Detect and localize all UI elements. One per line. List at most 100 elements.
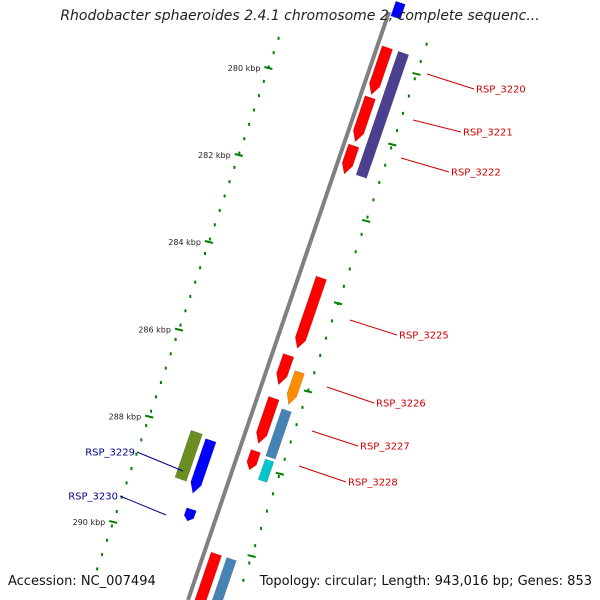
gene-features: [174, 0, 410, 600]
label-leader-line: [426, 73, 475, 90]
gc-dot: [238, 151, 241, 155]
gc-dot: [145, 424, 148, 428]
gc-dot: [283, 457, 286, 461]
label-leader-line: [311, 430, 359, 447]
gc-dot: [272, 51, 275, 55]
gc-dot: [120, 495, 123, 499]
label-leader-line: [326, 386, 375, 404]
gc-dot: [140, 438, 143, 442]
forward-gene: [294, 275, 327, 349]
gc-dot: [130, 467, 133, 471]
gc-dot: [384, 163, 387, 167]
map-title: Rhodobacter sphaeroides 2.4.1 chromosome…: [60, 8, 540, 24]
ruler-tick: [234, 153, 243, 157]
gc-dot: [96, 567, 99, 571]
track-tick: [333, 301, 343, 306]
gc-dot: [390, 146, 393, 150]
gc-dot: [125, 481, 128, 485]
gc-dot: [360, 232, 363, 236]
label-leader-line: [349, 319, 398, 336]
gc-dot: [228, 180, 231, 184]
forward-orange-feature: [286, 370, 305, 406]
gene-label: RSP_3220: [476, 85, 526, 96]
gene-labels: RSP_3220 RSP_3221 RSP_3222 RSP_3225 RSP_3226…: [68, 73, 526, 516]
label-leader-line: [136, 451, 184, 472]
gc-dot: [396, 129, 399, 133]
gc-dot: [135, 452, 138, 456]
gc-dot: [194, 280, 197, 284]
track-tick: [412, 71, 421, 76]
gc-dot: [331, 319, 334, 323]
gc-dot: [110, 524, 113, 528]
ruler-tick-label: 288 kbp: [109, 413, 142, 422]
label-leader-line: [298, 465, 347, 483]
gc-dot: [354, 250, 357, 254]
ruler-tick: [144, 414, 154, 419]
gc-dot: [289, 440, 292, 444]
backbone-layer: [186, 11, 391, 600]
ruler-tick: [108, 519, 118, 524]
gc-dot: [378, 181, 381, 185]
gc-dot: [218, 208, 221, 212]
reverse-gene: [190, 438, 217, 494]
gc-dot: [307, 388, 310, 392]
gc-dot: [253, 108, 256, 112]
gc-dot: [199, 266, 202, 270]
forward-gene: [276, 353, 295, 386]
gc-dot: [184, 309, 187, 313]
gene-label: RSP_3227: [360, 442, 410, 453]
gc-dot: [174, 337, 177, 341]
reverse-gene: [183, 507, 197, 522]
ruler-tick: [174, 327, 184, 332]
ruler-tick: [264, 66, 273, 70]
gc-dot: [407, 94, 410, 98]
label-leader-line: [412, 119, 462, 133]
gc-dot: [277, 475, 280, 479]
gc-dot: [159, 381, 162, 385]
ruler-tick-label: 286 kbp: [138, 326, 171, 335]
gc-dot: [248, 122, 251, 126]
track-tick: [388, 142, 397, 147]
gc-dot: [267, 65, 270, 69]
gc-dot: [319, 353, 322, 357]
gc-dot: [169, 352, 172, 356]
forward-gene: [369, 45, 393, 96]
gc-dot: [150, 409, 153, 413]
gc-dot: [301, 405, 304, 409]
gene-label: RSP_3229: [85, 448, 135, 459]
gc-dot: [213, 223, 216, 227]
gc-dot: [115, 510, 118, 514]
gc-dot: [295, 423, 298, 427]
forward-gene: [194, 551, 222, 600]
gc-dot: [223, 194, 226, 198]
gc-dot: [105, 538, 108, 542]
gc-dot: [313, 371, 316, 375]
backbone-line: [186, 11, 391, 600]
ruler-tick-label: 284 kbp: [168, 238, 201, 247]
gene-label: RSP_3221: [463, 128, 513, 139]
gc-dot: [413, 77, 416, 81]
label-leader-line: [119, 495, 167, 516]
gc-dot: [204, 251, 207, 255]
gc-dot: [277, 36, 280, 40]
forward-gene: [246, 449, 261, 471]
gc-dot: [419, 59, 422, 63]
forward-cds-track: [355, 50, 410, 179]
reverse-gene: [390, 0, 406, 20]
genome-summary-text: Topology: circular; Length: 943,016 bp; …: [259, 574, 592, 589]
reverse-olive-feature: [174, 429, 203, 482]
gc-dot: [189, 294, 192, 298]
gc-dot: [401, 111, 404, 115]
gc-dot: [342, 284, 345, 288]
forward-gene: [256, 396, 280, 445]
gc-dot: [101, 553, 104, 557]
gc-dot: [208, 237, 211, 241]
gc-dot: [265, 509, 268, 513]
gc-dot: [248, 561, 251, 565]
gc-dot: [425, 42, 428, 46]
ruler-tick-label: 290 kbp: [73, 518, 106, 527]
forward-gene: [341, 143, 360, 175]
forward-cyan-feature: [257, 458, 275, 483]
